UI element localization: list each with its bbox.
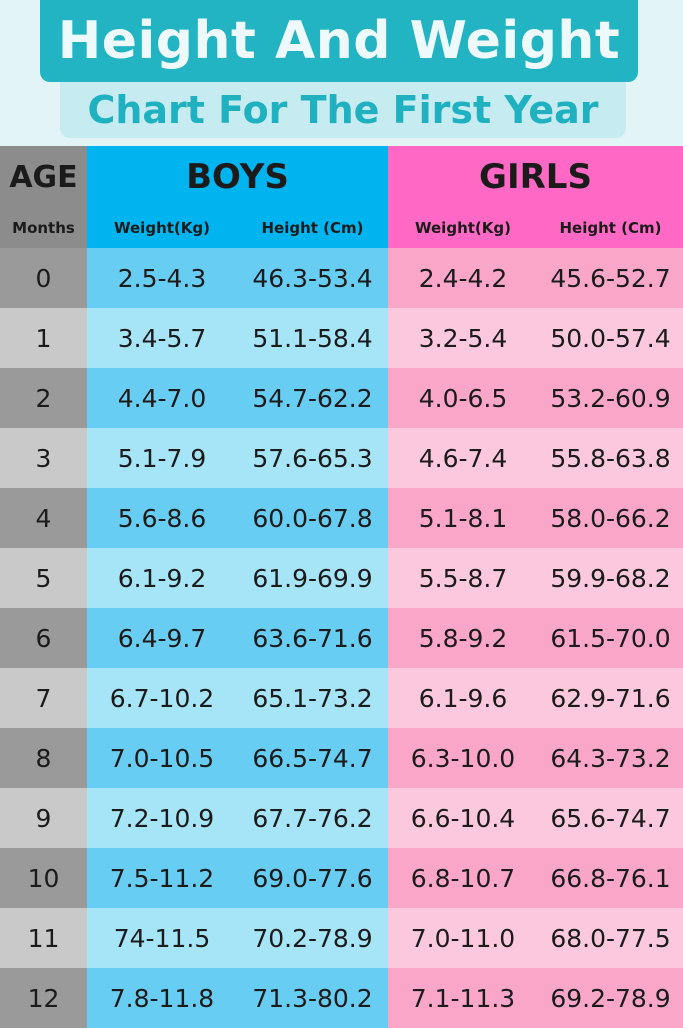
column-header-row: Months Weight(Kg) Height (Cm) Weight(Kg)… [0,208,683,248]
cell-girls-weight: 5.5-8.7 [388,548,538,608]
cell-girls-weight: 7.0-11.0 [388,908,538,968]
cell-girls-height: 65.6-74.7 [538,788,683,848]
column-header-boys-weight: Weight(Kg) [87,208,237,248]
cell-girls-weight: 6.3-10.0 [388,728,538,788]
cell-girls-weight: 6.6-10.4 [388,788,538,848]
cell-age-months: 4 [0,488,87,548]
column-header-boys-height: Height (Cm) [237,208,388,248]
cell-girls-height: 59.9-68.2 [538,548,683,608]
cell-girls-weight: 7.1-11.3 [388,968,538,1028]
cell-girls-height: 58.0-66.2 [538,488,683,548]
cell-age-months: 9 [0,788,87,848]
cell-boys-weight: 4.4-7.0 [87,368,237,428]
cell-boys-height: 63.6-71.6 [237,608,388,668]
cell-girls-height: 53.2-60.9 [538,368,683,428]
table-row: 7 6.7-10.2 65.1-73.2 6.1-9.6 62.9-71.6 [0,668,683,728]
cell-girls-weight: 4.0-6.5 [388,368,538,428]
cell-age-months: 3 [0,428,87,488]
table-row: 2 4.4-7.0 54.7-62.2 4.0-6.5 53.2-60.9 [0,368,683,428]
cell-boys-weight: 5.1-7.9 [87,428,237,488]
cell-girls-height: 69.2-78.9 [538,968,683,1028]
title-banner: Height And Weight [40,0,638,82]
cell-boys-height: 69.0-77.6 [237,848,388,908]
cell-boys-height: 51.1-58.4 [237,308,388,368]
cell-girls-height: 55.8-63.8 [538,428,683,488]
cell-girls-height: 50.0-57.4 [538,308,683,368]
page-title: Height And Weight [57,11,621,71]
girls-group-header: GIRLS [388,146,683,208]
table-row: 0 2.5-4.3 46.3-53.4 2.4-4.2 45.6-52.7 [0,248,683,308]
cell-boys-height: 66.5-74.7 [237,728,388,788]
table-row: 4 5.6-8.6 60.0-67.8 5.1-8.1 58.0-66.2 [0,488,683,548]
cell-boys-weight: 6.7-10.2 [87,668,237,728]
cell-girls-height: 64.3-73.2 [538,728,683,788]
table-row: 11 74-11.5 70.2-78.9 7.0-11.0 68.0-77.5 [0,908,683,968]
cell-age-months: 8 [0,728,87,788]
cell-boys-height: 61.9-69.9 [237,548,388,608]
cell-boys-weight: 7.2-10.9 [87,788,237,848]
cell-boys-height: 65.1-73.2 [237,668,388,728]
cell-boys-height: 70.2-78.9 [237,908,388,968]
cell-age-months: 7 [0,668,87,728]
cell-girls-weight: 6.8-10.7 [388,848,538,908]
table-row: 6 6.4-9.7 63.6-71.6 5.8-9.2 61.5-70.0 [0,608,683,668]
cell-boys-height: 57.6-65.3 [237,428,388,488]
cell-age-months: 10 [0,848,87,908]
cell-boys-height: 67.7-76.2 [237,788,388,848]
cell-girls-weight: 3.2-5.4 [388,308,538,368]
cell-boys-weight: 6.4-9.7 [87,608,237,668]
cell-boys-weight: 7.0-10.5 [87,728,237,788]
cell-girls-weight: 5.8-9.2 [388,608,538,668]
age-group-header: AGE [0,146,87,208]
growth-table: AGE BOYS GIRLS Months Weight(Kg) Height … [0,146,683,1028]
table-row: 5 6.1-9.2 61.9-69.9 5.5-8.7 59.9-68.2 [0,548,683,608]
column-header-girls-weight: Weight(Kg) [388,208,538,248]
cell-age-months: 11 [0,908,87,968]
table-row: 9 7.2-10.9 67.7-76.2 6.6-10.4 65.6-74.7 [0,788,683,848]
cell-girls-height: 66.8-76.1 [538,848,683,908]
table-row: 3 5.1-7.9 57.6-65.3 4.6-7.4 55.8-63.8 [0,428,683,488]
cell-boys-weight: 6.1-9.2 [87,548,237,608]
cell-girls-weight: 5.1-8.1 [388,488,538,548]
page-subtitle: Chart For The First Year [87,88,599,132]
cell-girls-height: 68.0-77.5 [538,908,683,968]
column-header-months: Months [0,208,87,248]
cell-age-months: 2 [0,368,87,428]
table-row: 10 7.5-11.2 69.0-77.6 6.8-10.7 66.8-76.1 [0,848,683,908]
cell-girls-weight: 6.1-9.6 [388,668,538,728]
table-row: 1 3.4-5.7 51.1-58.4 3.2-5.4 50.0-57.4 [0,308,683,368]
cell-girls-height: 62.9-71.6 [538,668,683,728]
boys-group-header: BOYS [87,146,388,208]
cell-age-months: 6 [0,608,87,668]
cell-boys-weight: 5.6-8.6 [87,488,237,548]
cell-age-months: 0 [0,248,87,308]
column-header-girls-height: Height (Cm) [538,208,683,248]
cell-age-months: 12 [0,968,87,1028]
cell-boys-weight: 74-11.5 [87,908,237,968]
cell-boys-height: 60.0-67.8 [237,488,388,548]
cell-boys-height: 46.3-53.4 [237,248,388,308]
cell-girls-weight: 4.6-7.4 [388,428,538,488]
cell-age-months: 1 [0,308,87,368]
cell-boys-height: 71.3-80.2 [237,968,388,1028]
cell-boys-weight: 7.5-11.2 [87,848,237,908]
table-row: 12 7.8-11.8 71.3-80.2 7.1-11.3 69.2-78.9 [0,968,683,1028]
group-header-row: AGE BOYS GIRLS [0,146,683,208]
subtitle-banner: Chart For The First Year [60,82,626,138]
cell-girls-weight: 2.4-4.2 [388,248,538,308]
cell-boys-height: 54.7-62.2 [237,368,388,428]
header: Height And Weight Chart For The First Ye… [0,0,683,146]
cell-boys-weight: 3.4-5.7 [87,308,237,368]
cell-boys-weight: 7.8-11.8 [87,968,237,1028]
table-row: 8 7.0-10.5 66.5-74.7 6.3-10.0 64.3-73.2 [0,728,683,788]
cell-girls-height: 61.5-70.0 [538,608,683,668]
cell-girls-height: 45.6-52.7 [538,248,683,308]
cell-age-months: 5 [0,548,87,608]
cell-boys-weight: 2.5-4.3 [87,248,237,308]
